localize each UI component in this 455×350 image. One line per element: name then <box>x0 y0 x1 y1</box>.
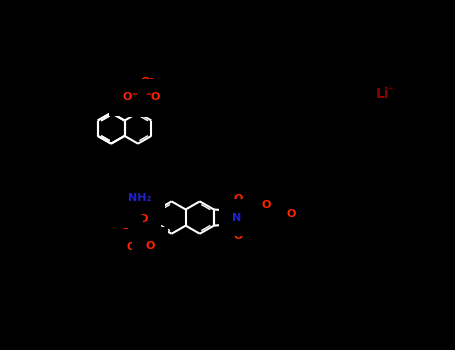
Text: O: O <box>262 200 271 210</box>
Text: O: O <box>234 194 243 204</box>
Text: =: = <box>145 91 151 97</box>
Text: ⁻: ⁻ <box>149 76 154 86</box>
Text: Li: Li <box>376 88 389 102</box>
Text: O: O <box>150 92 160 103</box>
Text: O: O <box>145 241 154 251</box>
Text: O: O <box>287 210 296 219</box>
Text: S: S <box>273 210 282 223</box>
Text: S: S <box>134 227 143 240</box>
Text: NH₂: NH₂ <box>128 193 152 203</box>
Text: ⁺: ⁺ <box>387 86 393 96</box>
Text: O: O <box>122 92 132 103</box>
Text: O: O <box>126 242 136 252</box>
Text: O: O <box>120 228 130 238</box>
Text: O: O <box>138 215 147 224</box>
Text: N: N <box>233 212 242 223</box>
Text: =: = <box>131 91 137 97</box>
Text: O: O <box>140 77 150 87</box>
Text: S: S <box>136 89 146 103</box>
Text: O: O <box>234 231 243 241</box>
